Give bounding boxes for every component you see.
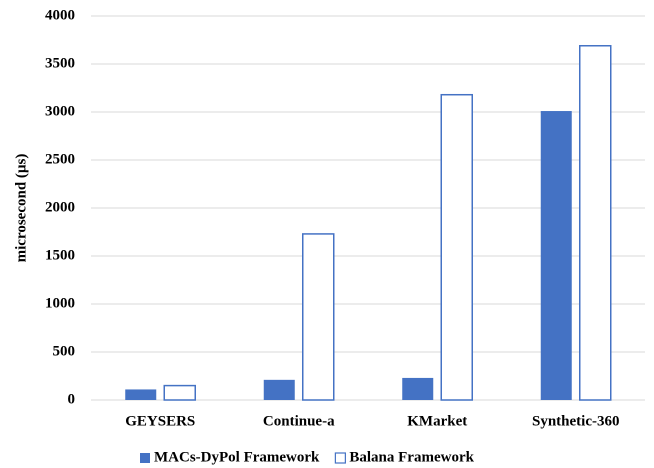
- legend-label: Balana Framework: [349, 449, 474, 465]
- legend-swatch: [140, 453, 150, 463]
- bar: [263, 379, 295, 400]
- legend-swatch: [334, 452, 346, 464]
- x-tick-label: Synthetic-360: [532, 413, 620, 429]
- bar: [540, 111, 572, 400]
- bar: [402, 377, 434, 400]
- y-tick-label: 1000: [45, 295, 75, 311]
- y-tick-label: 3500: [45, 55, 75, 71]
- y-tick-label: 4000: [45, 7, 75, 23]
- y-tick-label: 1500: [45, 247, 75, 263]
- y-tick-label: 2500: [45, 151, 75, 167]
- bar: [440, 93, 473, 401]
- bar: [163, 384, 196, 401]
- bar: [302, 233, 335, 401]
- bar: [125, 389, 157, 400]
- legend-label: MACs-DyPol Framework: [154, 449, 320, 465]
- y-axis-label: microsecond (µs): [13, 154, 29, 263]
- y-tick-label: 0: [68, 391, 76, 407]
- y-tick-label: 500: [53, 343, 76, 359]
- bar: [579, 45, 612, 401]
- y-tick-label: 3000: [45, 103, 75, 119]
- x-tick-label: Continue-a: [263, 413, 335, 429]
- x-tick-label: KMarket: [407, 413, 467, 429]
- y-tick-label: 2000: [45, 199, 75, 215]
- x-tick-label: GEYSERS: [125, 413, 195, 429]
